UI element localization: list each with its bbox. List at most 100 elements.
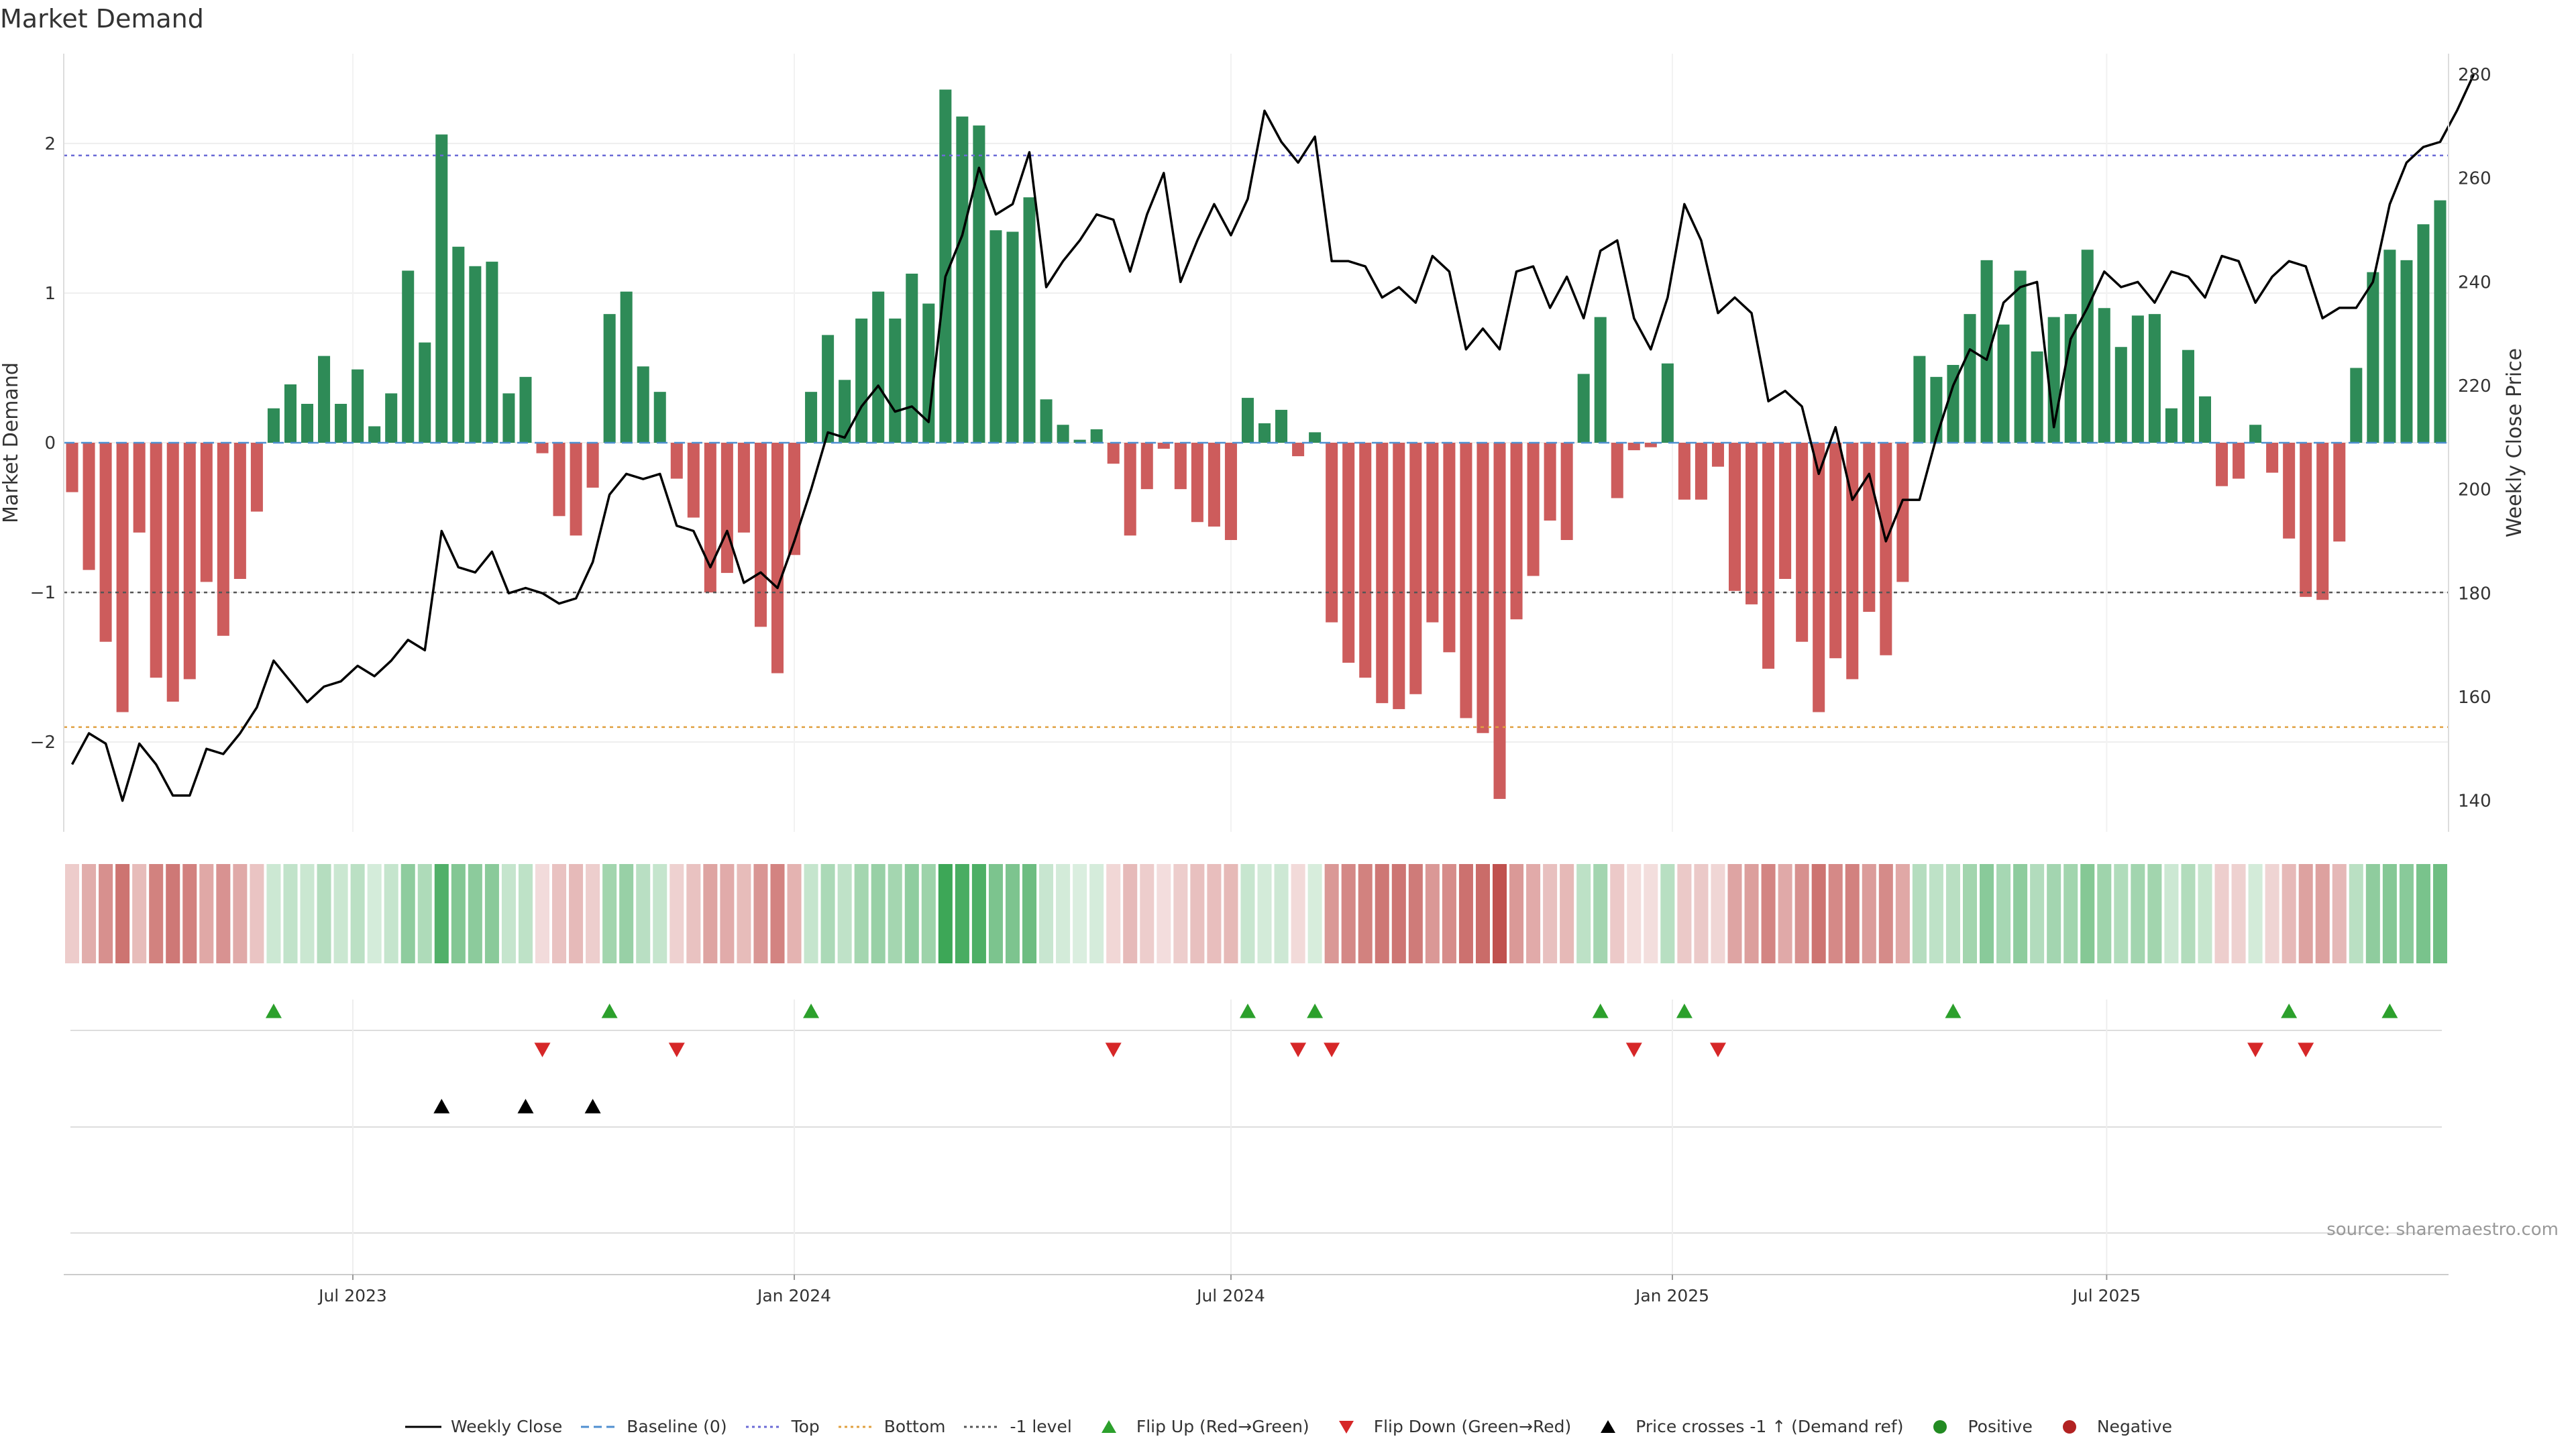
heat-cell xyxy=(1962,864,1978,963)
demand-bar xyxy=(183,443,196,680)
flip-down-marker xyxy=(2298,1042,2314,1057)
demand-bar xyxy=(536,443,549,453)
demand-bar xyxy=(116,443,129,712)
demand-bar xyxy=(1913,356,1926,443)
demand-bar xyxy=(922,303,935,443)
legend-label: Positive xyxy=(1968,1417,2033,1436)
demand-bar xyxy=(217,443,229,636)
demand-bar xyxy=(1577,374,1590,443)
signal-markers xyxy=(265,1004,2398,1114)
demand-bar xyxy=(2233,443,2245,479)
heat-cell xyxy=(971,864,986,963)
demand-bar xyxy=(956,116,969,443)
demand-bar xyxy=(1309,432,1322,443)
heat-cell xyxy=(65,864,80,963)
demand-bar xyxy=(1863,443,1876,612)
heat-cell xyxy=(1627,864,1642,963)
heat-cell xyxy=(1089,864,1104,963)
heat-cell xyxy=(1123,864,1138,963)
demand-bar xyxy=(318,356,331,443)
demand-bar xyxy=(754,443,767,627)
demand-bars xyxy=(66,89,2447,799)
heat-cell xyxy=(1307,864,1322,963)
heat-cell xyxy=(1391,864,1406,963)
flip-up-marker xyxy=(1945,1004,1962,1018)
y2-tick-label: 280 xyxy=(2458,65,2491,85)
x-tick-label: Jan 2025 xyxy=(1634,1286,1709,1305)
heat-cell xyxy=(938,864,953,963)
demand-bar xyxy=(1644,443,1657,447)
heat-cell xyxy=(166,864,180,963)
heat-cell xyxy=(1794,864,1809,963)
demand-bar xyxy=(1493,443,1506,799)
heat-cell xyxy=(1408,864,1423,963)
heat-cell xyxy=(1274,864,1289,963)
flip-up-marker xyxy=(1592,1004,1609,1018)
demand-bar xyxy=(267,408,280,443)
demand-bar xyxy=(2165,408,2178,443)
weekly-close-line xyxy=(70,74,2475,802)
legend-label: Bottom xyxy=(883,1417,946,1436)
demand-bar xyxy=(570,443,582,536)
heat-cell xyxy=(1509,864,1524,963)
x-tick-label: Jul 2024 xyxy=(1195,1286,1265,1305)
x-axis: Jul 2023 Jan 2024 Jul 2024 Jan 2025 Jul 2025 xyxy=(64,1274,2449,1305)
heat-cell xyxy=(770,864,785,963)
demand-bar xyxy=(1477,443,1489,733)
flip-down-marker xyxy=(1709,1042,1726,1057)
heat-cell xyxy=(669,864,684,963)
heat-cell xyxy=(434,864,449,963)
demand-bar xyxy=(385,393,398,443)
heat-cell xyxy=(2147,864,2162,963)
y-tick-label: 2 xyxy=(44,134,56,154)
demand-bar xyxy=(1208,443,1220,527)
heat-cell xyxy=(2131,864,2145,963)
heat-cell xyxy=(300,864,315,963)
dotted-line-icon xyxy=(838,1426,875,1428)
demand-bar xyxy=(553,443,566,517)
demand-bar xyxy=(133,443,146,533)
demand-bar xyxy=(720,443,733,574)
heat-cell xyxy=(1039,864,1054,963)
heat-cell xyxy=(1240,864,1255,963)
heat-cell xyxy=(1324,864,1339,963)
heat-cell xyxy=(1106,864,1121,963)
demand-bar xyxy=(1527,443,1540,576)
flip-down-marker xyxy=(1625,1042,1642,1057)
demand-bar xyxy=(1627,443,1640,451)
flip-up-marker xyxy=(265,1004,282,1018)
demand-bar xyxy=(1964,314,1976,443)
heat-cell xyxy=(250,864,264,963)
demand-bar xyxy=(150,443,162,678)
legend-item: Flip Up (Red→Green) xyxy=(1089,1417,1309,1436)
heat-cell xyxy=(1778,864,1792,963)
demand-bar xyxy=(1359,443,1372,678)
heat-cell xyxy=(2013,864,2028,963)
legend-item: Top xyxy=(745,1417,820,1436)
heat-cell xyxy=(1895,864,1910,963)
demand-bar xyxy=(653,392,666,443)
price-cross-marker xyxy=(584,1099,601,1114)
y2-tick-label: 220 xyxy=(2458,376,2491,396)
heat-cell xyxy=(1945,864,1960,963)
demand-bar xyxy=(2417,224,2430,443)
flip-up-marker xyxy=(803,1004,820,1018)
demand-bar xyxy=(1813,443,1825,712)
flip-up-marker xyxy=(2381,1004,2398,1018)
legend-item: Bottom xyxy=(837,1417,946,1436)
demand-bar xyxy=(1762,443,1775,669)
demand-bar xyxy=(872,291,885,443)
demand-bar xyxy=(1157,443,1170,449)
demand-bar xyxy=(1393,443,1405,710)
demand-bar xyxy=(200,443,213,582)
legend-label: Flip Up (Red→Green) xyxy=(1136,1417,1309,1436)
demand-bar xyxy=(352,369,364,443)
demand-bar xyxy=(2064,314,2077,443)
heat-cell xyxy=(1996,864,2011,963)
legend-item: -1 level xyxy=(963,1417,1072,1436)
demand-bar xyxy=(519,376,532,443)
demand-bar xyxy=(419,342,431,443)
flip-up-marker xyxy=(1676,1004,1693,1018)
legend-item: Weekly Close xyxy=(404,1417,562,1436)
dotted-line-icon xyxy=(964,1426,1001,1428)
